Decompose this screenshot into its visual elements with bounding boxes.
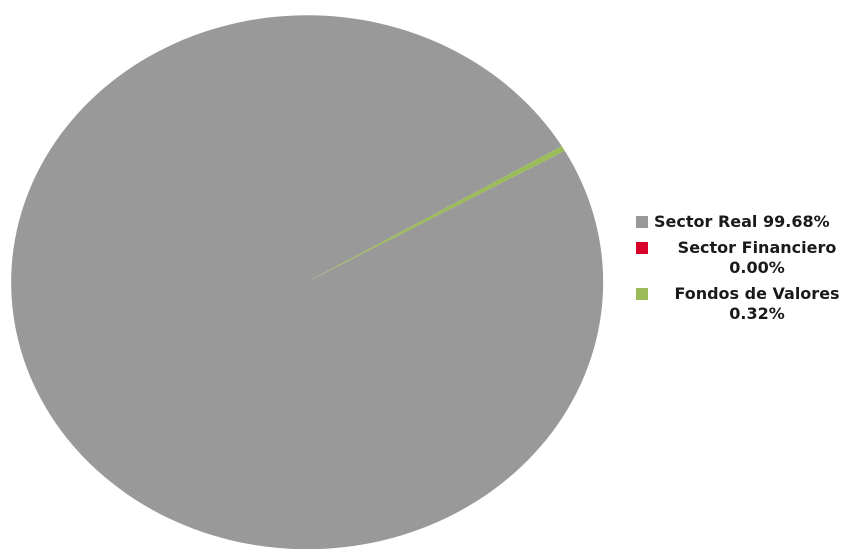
legend-label-fondos-de-valores: Fondos de Valores (674, 284, 840, 303)
legend-label-sector-financiero: Sector Financiero (677, 238, 837, 257)
legend-value-fondos-de-valores: 0.32% (729, 304, 785, 323)
legend-swatch-sector-real (636, 216, 648, 228)
legend-value-sector-real: 99.68% (763, 212, 830, 231)
legend-swatch-sector-financiero (636, 242, 648, 254)
legend-label-sector-real: Sector Real (654, 212, 758, 231)
legend: Sector Real 99.68% Sector Financiero 0.0… (632, 212, 860, 330)
legend-item-fondos-de-valores: Fondos de Valores 0.32% (632, 284, 860, 324)
slice-sector-real (11, 15, 604, 549)
legend-swatch-fondos-de-valores (636, 288, 648, 300)
pie-slices (11, 15, 604, 549)
slice-fondos-de-valores (307, 146, 565, 282)
legend-item-sector-real: Sector Real 99.68% (632, 212, 860, 232)
legend-item-sector-financiero: Sector Financiero 0.00% (632, 238, 860, 278)
legend-value-sector-financiero: 0.00% (729, 258, 785, 277)
